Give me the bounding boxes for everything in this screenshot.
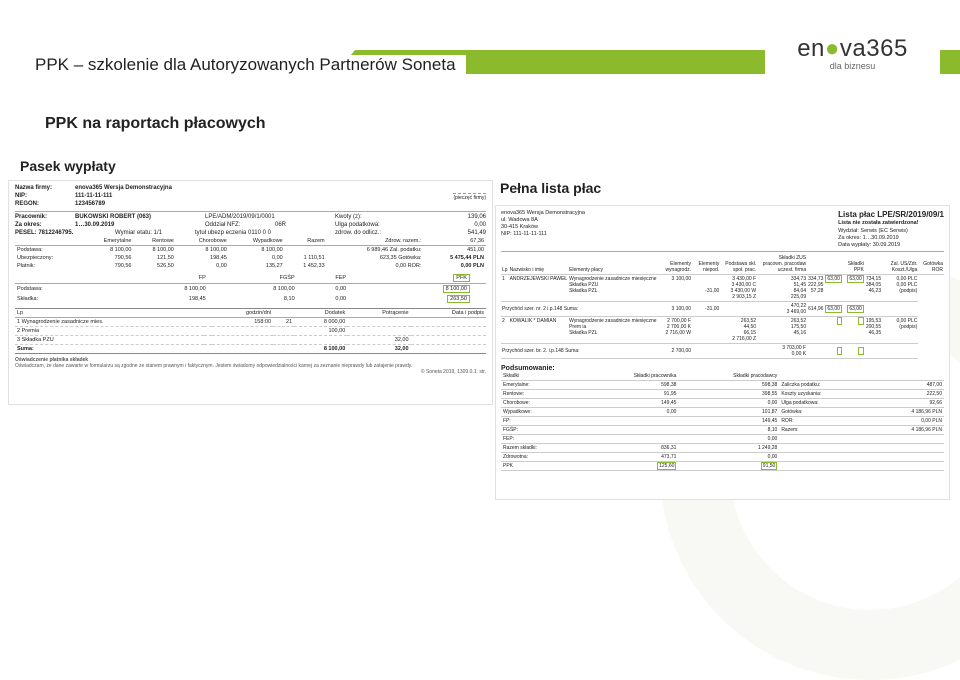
- val: 0,00: [405, 222, 486, 230]
- doc: LPE/ADM/2019/09/1/0001: [205, 214, 335, 222]
- logo-text: en●va365: [765, 35, 940, 63]
- suma-lbl: Suma:: [15, 345, 294, 354]
- subtitle-payslip: Pasek wypłaty: [20, 158, 116, 174]
- suma-p: 32,00: [347, 345, 410, 354]
- logo-sub: dla biznesu: [765, 61, 940, 71]
- r3: Za okres: 1…30.09.2019: [838, 235, 944, 242]
- suma-d: 8 100,00: [294, 345, 347, 354]
- co1: enova365 Wersja Demonstracyjna: [501, 210, 585, 217]
- logo: en●va365 dla biznesu: [765, 35, 940, 85]
- employee: BUKOWSKI ROBERT (063): [75, 214, 205, 222]
- r4: Data wypłaty: 30.09.2019: [838, 242, 944, 249]
- r1: Lista nie została zatwierdzona!: [838, 220, 944, 227]
- summary-title: Podsumowanie:: [501, 365, 944, 372]
- paylist-title: Lista płac LPE/SR/2019/09/1: [838, 210, 944, 220]
- section-title: PPK na raportach płacowych: [45, 115, 266, 133]
- wymiar: Wymiar etatu: 1/1: [115, 230, 195, 238]
- sig: (pieczęć firmy): [453, 193, 486, 202]
- paylist-header-left: enova365 Wersja Demonstracyjna ul. Wadow…: [501, 210, 585, 249]
- components-table: Lpgodzin/dniDodatekPotrącenieData i podp…: [15, 308, 486, 354]
- paylist-panel: enova365 Wersja Demonstracyjna ul. Wadow…: [495, 205, 950, 500]
- lbl: Ulga podatkowa:: [335, 222, 405, 230]
- val: 06R: [275, 222, 335, 230]
- lbl: Oddział NFZ:: [205, 222, 275, 230]
- lbl: Kwoty (z):: [335, 214, 395, 222]
- lbl: REGON:: [15, 201, 75, 209]
- co4: NIP: 111-11-11-111: [501, 231, 585, 238]
- val: 139,06: [395, 214, 486, 222]
- summary-table: SkładkiSkładki pracownikaSkładki pracoda…: [501, 372, 944, 471]
- val: 541,49: [405, 230, 486, 238]
- lbl: NIP:: [15, 193, 75, 202]
- nip: 111-11-11-111: [75, 193, 112, 202]
- lbl: Za okres:: [15, 222, 75, 230]
- period: 1…30.09.2019: [75, 222, 205, 230]
- paylist-table: LpNazwisko i imięElementy płacyElementy …: [501, 254, 944, 359]
- pesel: PESEL: 7812246795.: [15, 230, 115, 238]
- tytul: tytuł ubezp eczenia 0110 0 0: [195, 230, 335, 238]
- contributions-table-1: EmerytalneRentoweChoroboweWypadkoweRazem…: [15, 237, 486, 270]
- subtitle-paylist: Pełna lista płac: [500, 180, 601, 196]
- company-name: enova365 Wersja Demonstracyjna: [75, 185, 172, 193]
- paylist-header-right: Lista płac LPE/SR/2019/09/1 Lista nie zo…: [838, 210, 944, 249]
- co3: 30-415 Kraków: [501, 224, 585, 231]
- r2: Wydział: Serwis (EC Serwis): [838, 228, 944, 235]
- copyright: © Soneta 2019, 1309.0.1. str.: [15, 369, 486, 375]
- lbl: zdrow. do odlicz.:: [335, 230, 405, 238]
- co2: ul. Wadowa 8A: [501, 217, 585, 224]
- header-title: PPK – szkolenie dla Autoryzowanych Partn…: [0, 55, 466, 75]
- lbl: Pracownik:: [15, 214, 75, 222]
- lbl: Nazwa firmy:: [15, 185, 75, 193]
- contributions-table-2: FPFGŚPFEPPFK Podstawa:8 100,008 100,000,…: [15, 273, 486, 304]
- payslip-panel: Nazwa firmy: enova365 Wersja Demonstracy…: [8, 180, 493, 405]
- regon: 123456789: [75, 201, 105, 209]
